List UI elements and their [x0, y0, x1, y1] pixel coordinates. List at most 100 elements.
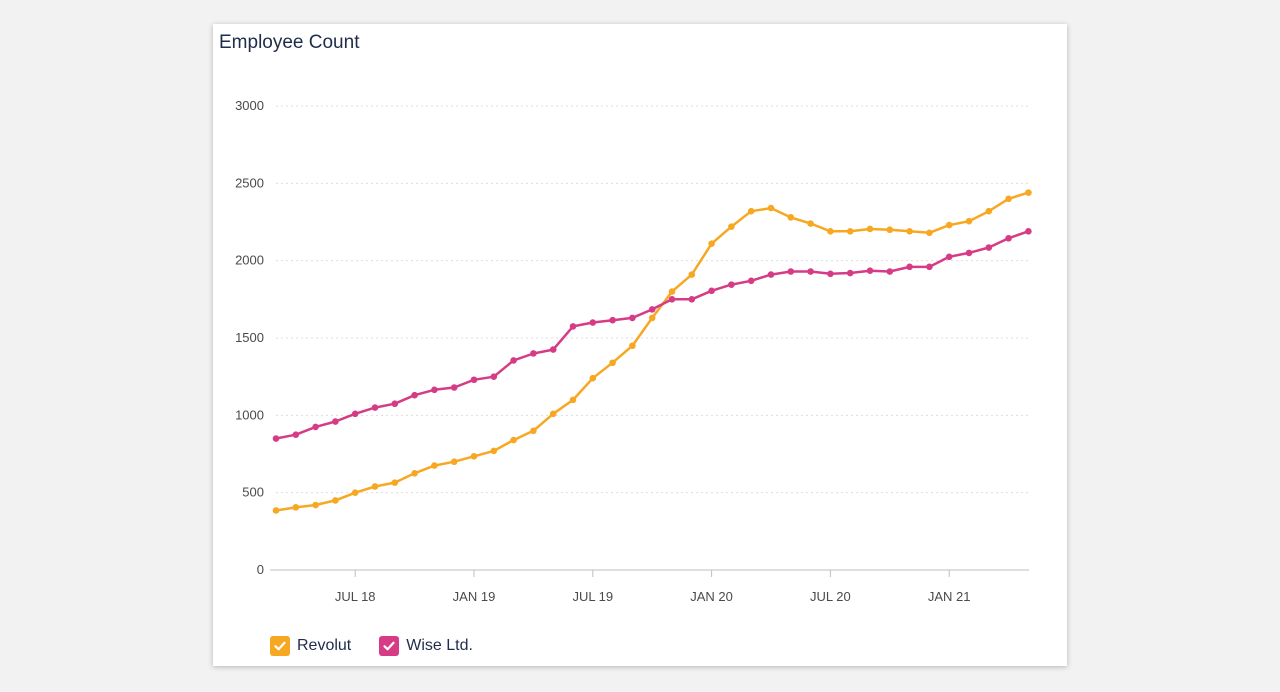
- data-point-wise-ltd[interactable]: [668, 296, 676, 303]
- data-point-revolut[interactable]: [351, 489, 359, 496]
- data-point-wise-ltd[interactable]: [490, 373, 498, 380]
- data-point-wise-ltd[interactable]: [728, 281, 735, 288]
- data-point-wise-ltd[interactable]: [371, 404, 379, 411]
- data-point-wise-ltd[interactable]: [827, 270, 834, 278]
- data-point-revolut[interactable]: [530, 427, 537, 435]
- x-tick-label: JAN 19: [453, 589, 496, 604]
- chart-title: Employee Count: [219, 32, 360, 53]
- y-tick-label: 0: [257, 562, 264, 577]
- data-point-revolut[interactable]: [767, 204, 775, 212]
- data-point-revolut[interactable]: [431, 462, 438, 469]
- data-point-revolut[interactable]: [391, 479, 399, 486]
- data-point-wise-ltd[interactable]: [431, 386, 438, 394]
- series-wise-ltd: [272, 227, 1032, 442]
- data-point-revolut[interactable]: [1005, 195, 1012, 203]
- data-point-revolut[interactable]: [549, 410, 557, 418]
- data-point-wise-ltd[interactable]: [767, 271, 775, 278]
- legend-label: Wise Ltd.: [406, 637, 473, 654]
- data-point-revolut[interactable]: [569, 396, 577, 404]
- data-point-wise-ltd[interactable]: [292, 431, 300, 438]
- data-point-revolut[interactable]: [510, 436, 517, 444]
- series-line-revolut: [275, 191, 1029, 512]
- data-point-revolut[interactable]: [945, 221, 953, 229]
- data-point-wise-ltd[interactable]: [510, 357, 517, 364]
- x-axis: JUL 18 JAN 19 JUL 19 JAN 20 JUL 20 JAN 21: [270, 569, 1029, 604]
- data-point-revolut[interactable]: [965, 217, 973, 225]
- data-point-wise-ltd[interactable]: [906, 263, 913, 271]
- data-point-revolut[interactable]: [866, 225, 874, 233]
- grid-lines: [276, 105, 1029, 494]
- data-point-wise-ltd[interactable]: [549, 346, 557, 353]
- data-point-revolut[interactable]: [312, 501, 319, 509]
- x-tick-label: JUL 18: [335, 589, 376, 604]
- data-point-revolut[interactable]: [708, 240, 715, 247]
- data-point-wise-ltd[interactable]: [332, 418, 339, 425]
- legend-item-wise-ltd[interactable]: Wise Ltd.: [379, 636, 473, 656]
- data-point-wise-ltd[interactable]: [411, 391, 418, 399]
- data-point-wise-ltd[interactable]: [391, 400, 399, 408]
- data-point-revolut[interactable]: [668, 288, 676, 295]
- data-point-wise-ltd[interactable]: [807, 268, 814, 275]
- data-point-wise-ltd[interactable]: [470, 376, 478, 384]
- data-point-wise-ltd[interactable]: [1025, 227, 1032, 235]
- legend-label: Revolut: [297, 637, 352, 654]
- data-point-revolut[interactable]: [629, 342, 636, 350]
- data-point-revolut[interactable]: [846, 227, 854, 235]
- data-point-revolut[interactable]: [470, 453, 478, 460]
- series-layer: [272, 189, 1032, 514]
- data-point-wise-ltd[interactable]: [609, 316, 616, 324]
- y-tick-label: 1500: [235, 330, 264, 345]
- data-point-wise-ltd[interactable]: [926, 263, 933, 271]
- data-point-wise-ltd[interactable]: [747, 277, 755, 285]
- data-point-wise-ltd[interactable]: [965, 249, 973, 257]
- data-point-revolut[interactable]: [609, 359, 616, 367]
- x-tick-label: JAN 20: [690, 589, 733, 604]
- data-point-revolut[interactable]: [906, 227, 913, 235]
- data-point-wise-ltd[interactable]: [708, 287, 715, 295]
- data-point-wise-ltd[interactable]: [1005, 234, 1012, 242]
- data-point-revolut[interactable]: [807, 220, 814, 227]
- data-point-revolut[interactable]: [886, 226, 894, 234]
- data-point-wise-ltd[interactable]: [589, 319, 597, 326]
- series-revolut: [272, 189, 1032, 514]
- data-point-wise-ltd[interactable]: [312, 423, 319, 431]
- data-point-revolut[interactable]: [490, 447, 498, 455]
- data-point-revolut[interactable]: [589, 374, 597, 382]
- data-point-revolut[interactable]: [827, 227, 834, 235]
- data-point-revolut[interactable]: [728, 223, 735, 230]
- chart-card: Employee Count 0 500 1000 1500 2000 2500 3000 …: [213, 24, 1067, 666]
- data-point-wise-ltd[interactable]: [886, 268, 894, 275]
- data-point-wise-ltd[interactable]: [569, 323, 577, 330]
- data-point-wise-ltd[interactable]: [272, 435, 280, 442]
- data-point-wise-ltd[interactable]: [787, 268, 795, 275]
- x-tick-label: JAN 21: [928, 589, 971, 604]
- y-tick-label: 500: [242, 485, 264, 500]
- data-point-wise-ltd[interactable]: [985, 244, 993, 251]
- data-point-revolut[interactable]: [292, 504, 300, 511]
- checkbox-checked-icon[interactable]: [379, 636, 400, 656]
- legend-item-revolut[interactable]: Revolut: [270, 636, 351, 656]
- data-point-wise-ltd[interactable]: [530, 350, 537, 357]
- data-point-revolut[interactable]: [371, 483, 379, 490]
- data-point-revolut[interactable]: [648, 314, 656, 322]
- data-point-revolut[interactable]: [985, 207, 993, 215]
- data-point-revolut[interactable]: [747, 207, 755, 215]
- data-point-revolut[interactable]: [411, 470, 418, 477]
- data-point-wise-ltd[interactable]: [351, 410, 359, 418]
- data-point-revolut[interactable]: [1025, 189, 1032, 196]
- data-point-wise-ltd[interactable]: [688, 296, 696, 303]
- checkbox-checked-icon[interactable]: [270, 636, 290, 656]
- data-point-revolut[interactable]: [272, 507, 280, 514]
- data-point-wise-ltd[interactable]: [866, 267, 874, 275]
- data-point-revolut[interactable]: [450, 458, 458, 466]
- data-point-wise-ltd[interactable]: [846, 269, 854, 277]
- data-point-wise-ltd[interactable]: [648, 306, 656, 313]
- data-point-revolut[interactable]: [688, 271, 696, 278]
- data-point-revolut[interactable]: [926, 229, 933, 237]
- data-point-wise-ltd[interactable]: [945, 253, 953, 261]
- data-point-wise-ltd[interactable]: [450, 384, 458, 391]
- data-point-revolut[interactable]: [332, 497, 339, 504]
- data-point-revolut[interactable]: [787, 214, 795, 221]
- data-point-wise-ltd[interactable]: [629, 314, 636, 322]
